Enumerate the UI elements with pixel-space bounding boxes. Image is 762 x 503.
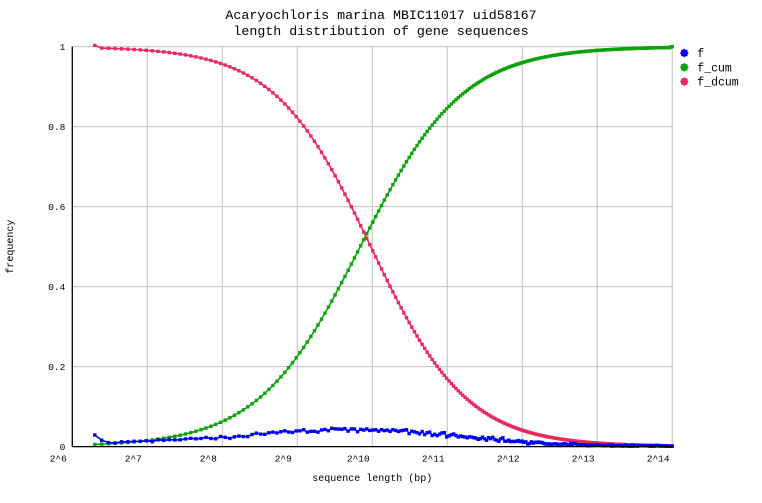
svg-text:Acaryochloris marina MBIC11017: Acaryochloris marina MBIC11017 uid58167	[225, 8, 536, 23]
svg-text:2^10: 2^10	[347, 454, 370, 465]
svg-text:frequency: frequency	[5, 220, 17, 274]
svg-text:0.6: 0.6	[48, 202, 65, 213]
svg-text:2^12: 2^12	[497, 454, 520, 465]
svg-text:sequence length (bp): sequence length (bp)	[312, 473, 432, 485]
svg-text:2^9: 2^9	[275, 454, 292, 465]
svg-text:f: f	[697, 48, 704, 61]
svg-text:2^7: 2^7	[125, 454, 142, 465]
svg-text:2^8: 2^8	[200, 454, 217, 465]
svg-text:2^14: 2^14	[647, 454, 670, 465]
svg-text:2^6: 2^6	[50, 454, 67, 465]
svg-text:f_cum: f_cum	[697, 62, 732, 75]
svg-text:0: 0	[60, 442, 66, 453]
svg-text:2^11: 2^11	[422, 454, 445, 465]
svg-text:length distribution of gene se: length distribution of gene sequences	[233, 24, 528, 39]
svg-text:0.8: 0.8	[48, 122, 65, 133]
svg-text:f_dcum: f_dcum	[697, 77, 739, 90]
svg-text:2^13: 2^13	[572, 454, 595, 465]
svg-text:1: 1	[60, 42, 66, 53]
svg-text:0.2: 0.2	[48, 362, 65, 373]
svg-text:0.4: 0.4	[48, 282, 65, 293]
